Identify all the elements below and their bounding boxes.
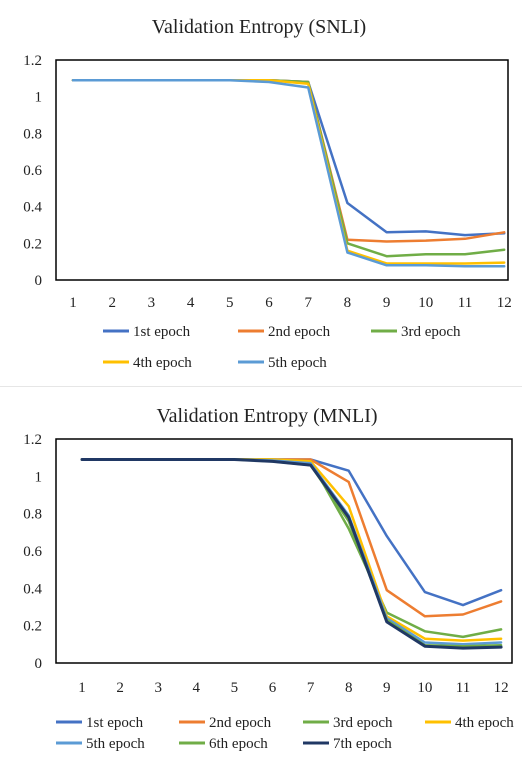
x-tick-label: 1 xyxy=(78,680,86,696)
x-tick-label: 9 xyxy=(383,680,391,696)
x-tick-label: 11 xyxy=(458,295,472,311)
y-tick-label: 0.6 xyxy=(23,544,42,560)
y-tick-label: 0 xyxy=(35,656,43,672)
series-line-2 xyxy=(71,78,506,243)
x-tick-label: 2 xyxy=(108,295,116,311)
x-tick-label: 8 xyxy=(345,680,353,696)
y-tick-label: 0.2 xyxy=(23,236,42,252)
legend-label: 2nd epoch xyxy=(268,324,331,340)
y-tick-label: 0.4 xyxy=(23,581,42,597)
chart-panel-snli: Validation Entropy (SNLI) 0 0.2 0.4 0.6 0.8 1 1… xyxy=(23,16,512,371)
y-tick-label: 1.2 xyxy=(23,53,42,69)
x-tick-label: 10 xyxy=(418,295,433,311)
y-tick-label: 0.6 xyxy=(23,163,42,179)
x-tick-label: 3 xyxy=(148,295,156,311)
legend-label: 5th epoch xyxy=(268,355,327,371)
legend-label: 4th epoch xyxy=(133,355,192,371)
legend-label: 2nd epoch xyxy=(209,715,272,731)
x-tick-label: 12 xyxy=(494,680,509,696)
series-line-7 xyxy=(80,458,503,650)
x-tick-label: 11 xyxy=(456,680,470,696)
chart-title-snli: Validation Entropy (SNLI) xyxy=(152,16,366,38)
legend-label: 1st epoch xyxy=(86,715,144,731)
x-tick-label: 4 xyxy=(193,680,201,696)
legend-label: 4th epoch xyxy=(455,715,514,731)
x-tick-label: 2 xyxy=(116,680,124,696)
y-tick-label: 1 xyxy=(35,90,43,106)
x-tick-label: 5 xyxy=(226,295,234,311)
chart-panel-mnli: Validation Entropy (MNLI) 0 0.2 0.4 0.6 0.8 1 1… xyxy=(0,392,522,760)
series-line-3 xyxy=(80,458,503,639)
y-tick-label: 0.8 xyxy=(23,126,42,142)
legend-label: 6th epoch xyxy=(209,736,268,752)
chart-title-mnli: Validation Entropy (MNLI) xyxy=(156,405,377,427)
series-line-5 xyxy=(71,78,506,268)
y-tick-label: 0.2 xyxy=(23,619,42,635)
x-tick-label: 6 xyxy=(269,680,277,696)
legend-label: 3rd epoch xyxy=(333,715,393,731)
y-tick-label: 0 xyxy=(35,273,43,289)
series-line-1 xyxy=(80,458,503,607)
y-tick-label: 0.4 xyxy=(23,200,42,216)
y-tick-label: 0.8 xyxy=(23,507,42,523)
plot-area-frame xyxy=(55,59,509,281)
x-tick-label: 3 xyxy=(154,680,162,696)
series-line-6 xyxy=(80,458,503,648)
plot-area-frame xyxy=(55,438,513,664)
legend-label: 7th epoch xyxy=(333,736,392,752)
x-tick-label: 7 xyxy=(304,295,312,311)
x-tick-label: 6 xyxy=(265,295,273,311)
x-tick-label: 5 xyxy=(231,680,239,696)
x-tick-label: 8 xyxy=(344,295,352,311)
chart-snli: Validation Entropy (SNLI)00.20.40.60.811… xyxy=(23,16,512,371)
panel-separator xyxy=(0,386,522,387)
series-line-1 xyxy=(71,78,506,237)
series-line-4 xyxy=(80,458,503,642)
x-tick-label: 4 xyxy=(187,295,195,311)
x-tick-label: 10 xyxy=(417,680,432,696)
series-line-4 xyxy=(71,78,506,265)
x-tick-label: 7 xyxy=(307,680,315,696)
chart-mnli: Validation Entropy (MNLI)00.20.40.60.811… xyxy=(23,405,514,752)
legend-label: 5th epoch xyxy=(86,736,145,752)
x-tick-label: 9 xyxy=(383,295,391,311)
legend-label: 1st epoch xyxy=(133,324,191,340)
legend-label: 3rd epoch xyxy=(401,324,461,340)
y-tick-label: 1 xyxy=(35,469,43,485)
series-line-3 xyxy=(71,78,506,258)
x-tick-label: 12 xyxy=(497,295,512,311)
series-line-2 xyxy=(80,458,503,618)
y-tick-label: 1.2 xyxy=(23,432,42,448)
x-tick-label: 1 xyxy=(69,295,77,311)
